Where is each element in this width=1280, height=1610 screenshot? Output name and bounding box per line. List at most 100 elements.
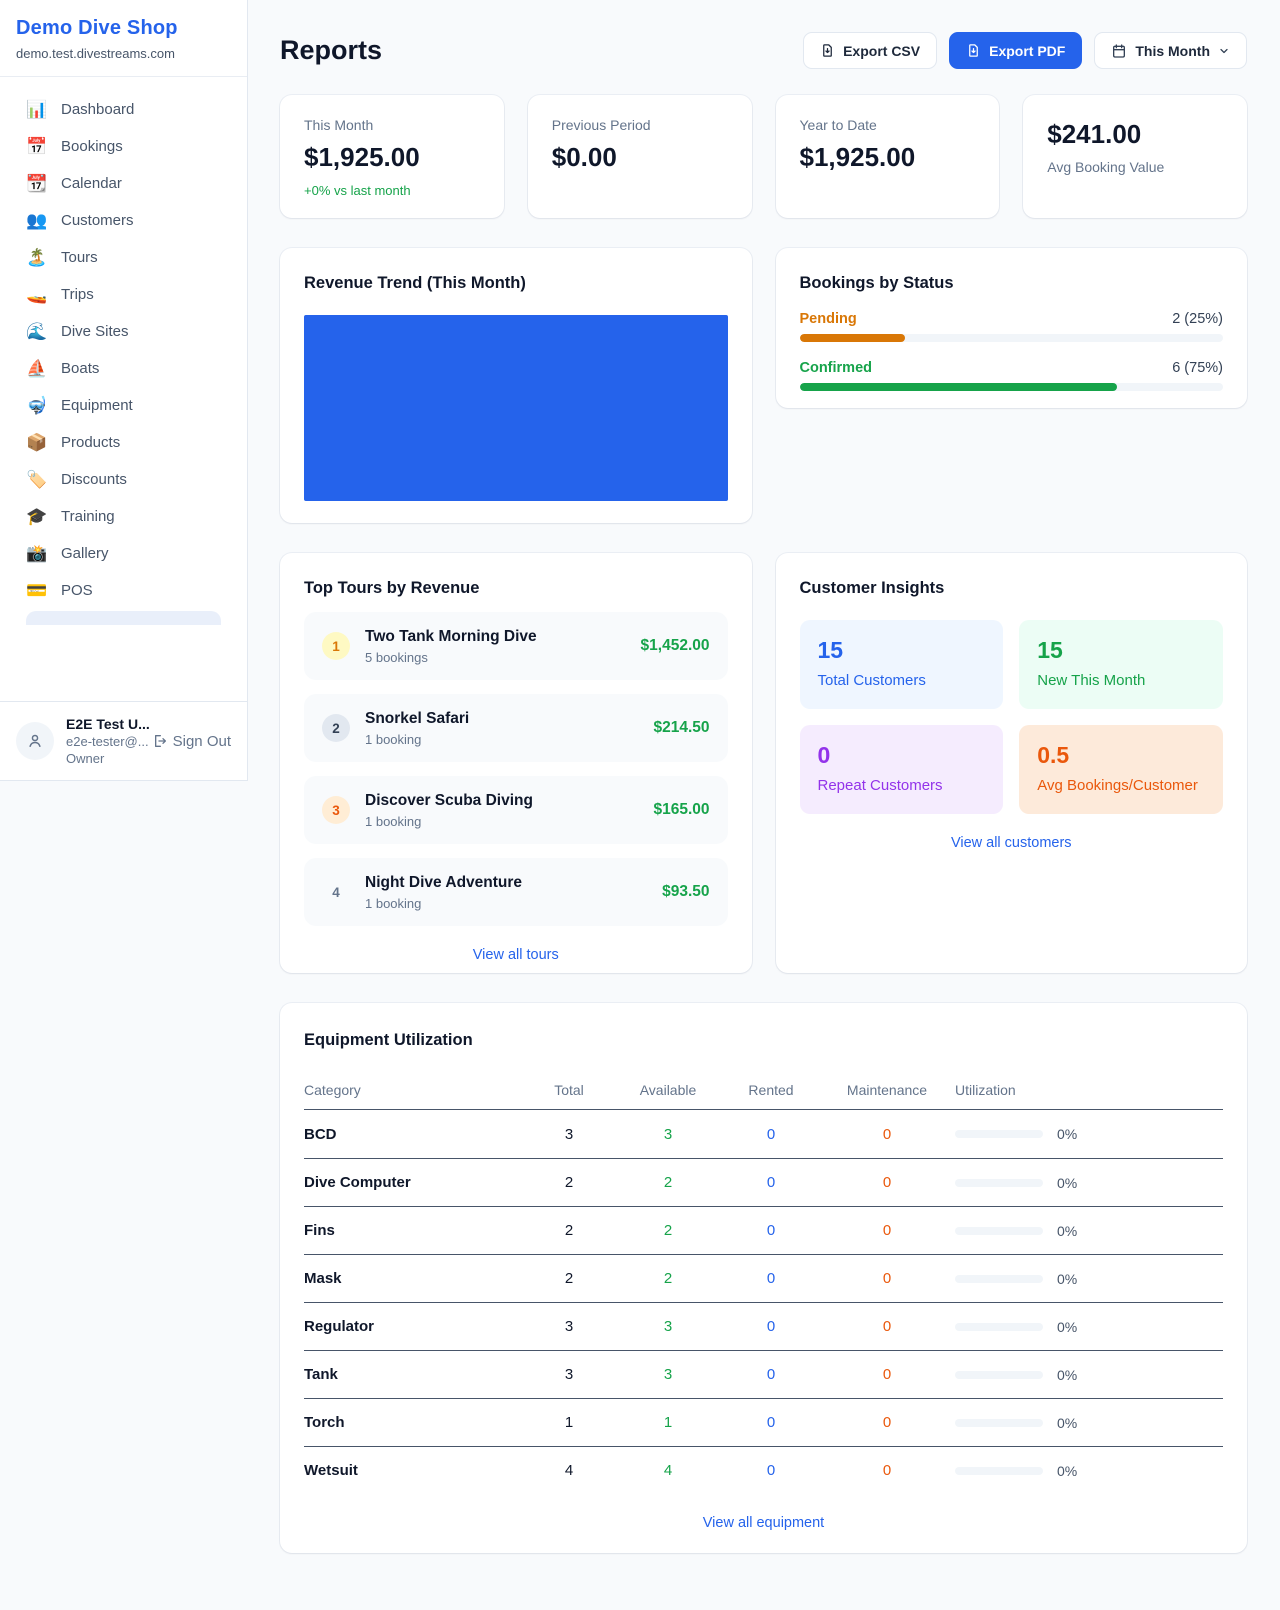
rank-badge: 4: [332, 884, 340, 900]
confirmed-progress-track: [799, 383, 1223, 391]
export-csv-button[interactable]: Export CSV: [803, 32, 938, 69]
period-dropdown[interactable]: This Month: [1094, 32, 1247, 69]
table-header-row: Category Total Available Rented Maintena…: [304, 1070, 1223, 1110]
tile-repeat-customers: 0 Repeat Customers: [799, 725, 1004, 814]
sidebar-item-partially-scrolled[interactable]: [26, 611, 221, 625]
insights-row: Top Tours by Revenue 1 Two Tank Morning …: [280, 553, 1247, 973]
pending-progress-fill: [799, 334, 906, 342]
diving-mask-icon: 🤿: [26, 396, 48, 415]
tile-total-customers: 15 Total Customers: [799, 620, 1004, 709]
utilization-bar: [955, 1370, 1043, 1379]
island-icon: 🏝️: [26, 248, 48, 267]
sidebar: Demo Dive Shop demo.test.divestreams.com…: [0, 0, 248, 781]
sidebar-item-customers[interactable]: 👥 Customers: [26, 211, 134, 230]
revenue-trend-chart: [304, 315, 728, 501]
confirmed-progress-fill: [799, 383, 1118, 391]
chevron-down-icon: [1220, 48, 1228, 53]
equipment-utilization-title: Equipment Utilization: [304, 1031, 473, 1049]
stat-previous-period: Previous Period $0.00: [527, 95, 752, 218]
view-all-equipment-link[interactable]: View all equipment: [702, 1515, 825, 1531]
speedboat-icon: 🚤: [26, 285, 48, 304]
table-row: Dive Computer 2 2 0 0 0%: [304, 1158, 1223, 1206]
table-row: Regulator 3 3 0 0 0%: [304, 1302, 1223, 1350]
calendar-icon: [1113, 43, 1126, 58]
top-tours-title: Top Tours by Revenue: [304, 579, 480, 597]
insight-tiles: 15 Total Customers 15 New This Month 0 R…: [799, 620, 1223, 814]
bar-chart-icon: 📊: [26, 100, 48, 119]
sidebar-item-discounts[interactable]: 🏷️ Discounts: [26, 470, 127, 489]
sidebar-item-dive-sites[interactable]: 🌊 Dive Sites: [26, 322, 129, 341]
user-name: E2E Test U...: [66, 716, 150, 732]
charts-row: Revenue Trend (This Month) Bookings by S…: [280, 248, 1247, 523]
main-content: Reports Export CSV Export PDF This Month: [248, 0, 1280, 1593]
sidebar-item-bookings[interactable]: 📅 Bookings: [26, 137, 123, 156]
credit-card-icon: 💳: [26, 581, 48, 600]
user-info: E2E Test U... e2e-tester@... Owner: [66, 716, 150, 766]
sign-out-button[interactable]: Sign Out: [151, 733, 231, 750]
package-icon: 📦: [26, 433, 48, 452]
sidebar-nav: 📊 Dashboard 📅 Bookings 📆 Calendar 👥 Cust…: [0, 77, 247, 701]
sidebar-item-products[interactable]: 📦 Products: [26, 433, 121, 452]
bookings-by-status-title: Bookings by Status: [799, 274, 954, 292]
view-all-tours-link[interactable]: View all tours: [472, 947, 559, 963]
rank-badge: 2: [322, 714, 350, 742]
confirmed-count: 6 (75%): [1172, 360, 1223, 376]
calendar-date-icon: 📅: [26, 137, 48, 156]
graduation-cap-icon: 🎓: [26, 507, 48, 526]
logout-icon: [154, 735, 166, 747]
utilization-bar: [955, 1322, 1043, 1331]
status-row-confirmed: Confirmed 6 (75%): [799, 360, 1223, 391]
tile-avg-bookings-customer: 0.5 Avg Bookings/Customer: [1019, 725, 1223, 814]
tour-revenue: $214.50: [653, 719, 710, 736]
utilization-bar: [955, 1178, 1043, 1187]
user-email: e2e-tester@...: [66, 734, 149, 749]
customer-insights-title: Customer Insights: [799, 579, 945, 597]
sidebar-item-training[interactable]: 🎓 Training: [26, 507, 115, 526]
sidebar-item-gallery[interactable]: 📸 Gallery: [26, 544, 109, 563]
customer-insights-card: Customer Insights 15 Total Customers 15 …: [775, 553, 1247, 973]
utilization-bar: [955, 1274, 1043, 1283]
sidebar-item-boats[interactable]: ⛵ Boats: [26, 359, 100, 378]
user-role: Owner: [66, 751, 105, 766]
sidebar-item-dashboard[interactable]: 📊 Dashboard: [26, 100, 135, 119]
utilization-bar: [955, 1130, 1043, 1138]
stat-avg-booking-value: $241.00 Avg Booking Value: [1023, 95, 1247, 218]
view-all-customers-link[interactable]: View all customers: [950, 835, 1072, 851]
rank-badge: 1: [322, 632, 350, 660]
camera-flash-icon: 📸: [26, 544, 48, 563]
table-row: BCD 3 3 0 0 0%: [304, 1125, 1078, 1143]
file-download-icon: [823, 44, 832, 57]
sidebar-user-footer: E2E Test U... e2e-tester@... Owner Sign …: [0, 701, 247, 780]
pending-progress-track: [799, 334, 1223, 342]
rank-badge: 3: [322, 796, 350, 824]
tour-row: 2 Snorkel Safari 1 booking $214.50: [304, 694, 728, 762]
sidebar-item-pos[interactable]: 💳 POS: [26, 581, 93, 600]
export-pdf-button[interactable]: Export PDF: [949, 32, 1083, 69]
sidebar-item-tours[interactable]: 🏝️ Tours: [26, 248, 98, 267]
stat-year-to-date: Year to Date $1,925.00: [775, 95, 1000, 218]
sailboat-icon: ⛵: [26, 359, 48, 378]
stat-delta: +0% vs last month: [304, 183, 411, 198]
sidebar-item-calendar[interactable]: 📆 Calendar: [26, 174, 122, 193]
status-row-pending: Pending 2 (25%): [799, 311, 1223, 342]
sidebar-item-trips[interactable]: 🚤 Trips: [26, 285, 94, 304]
table-row: Mask 2 2 0 0 0%: [304, 1254, 1223, 1302]
revenue-trend-card: Revenue Trend (This Month): [280, 248, 752, 523]
people-icon: 👥: [26, 211, 48, 230]
wave-icon: 🌊: [26, 322, 48, 341]
shop-domain: demo.test.divestreams.com: [16, 46, 175, 61]
sidebar-item-equipment[interactable]: 🤿 Equipment: [26, 396, 133, 415]
header-actions: Export CSV Export PDF This Month: [803, 32, 1247, 69]
tour-row: 4 Night Dive Adventure 1 booking $93.50: [304, 858, 728, 926]
utilization-bar: [955, 1226, 1043, 1235]
stat-cards: This Month $1,925.00 +0% vs last month P…: [280, 95, 1247, 218]
pending-count: 2 (25%): [1172, 311, 1223, 327]
person-icon: [29, 734, 41, 747]
revenue-trend-title: Revenue Trend (This Month): [304, 274, 526, 292]
tile-new-this-month: 15 New This Month: [1019, 620, 1223, 709]
top-tours-card: Top Tours by Revenue 1 Two Tank Morning …: [280, 553, 752, 973]
table-row: Tank 3 3 0 0 0%: [304, 1350, 1223, 1398]
table-row: Wetsuit 4 4 0 0 0%: [304, 1446, 1223, 1494]
page-header: Reports Export CSV Export PDF This Month: [280, 32, 1247, 69]
page-title: Reports: [280, 35, 383, 65]
